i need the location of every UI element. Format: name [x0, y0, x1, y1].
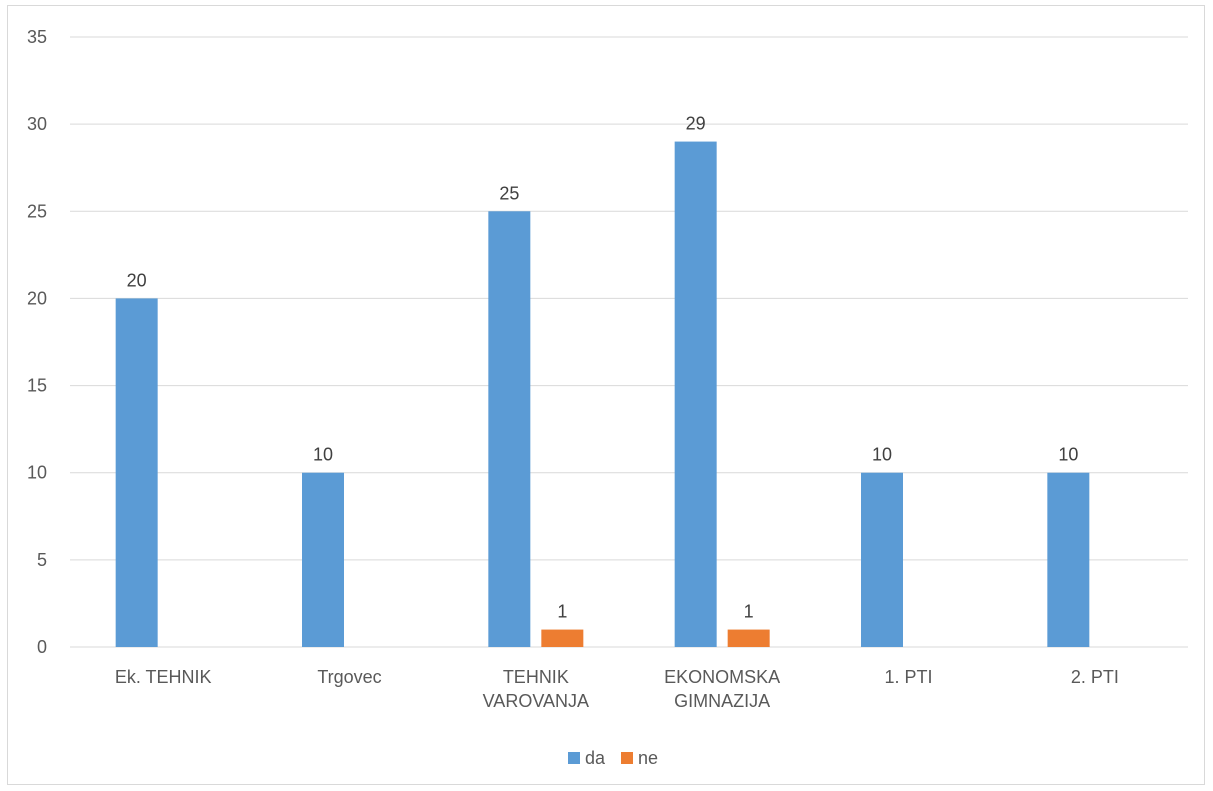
gridlines — [70, 36, 1188, 648]
data-label-ne: 1 — [744, 602, 754, 622]
data-label-da: 10 — [313, 445, 333, 465]
bar-da — [488, 211, 531, 648]
bar-da — [115, 298, 158, 647]
data-label-da: 29 — [686, 114, 706, 134]
bar-da — [674, 141, 717, 648]
bar-da — [861, 472, 903, 647]
bar-da — [1047, 472, 1090, 647]
bar-ne — [727, 629, 770, 647]
y-tick-label: 15 — [27, 376, 47, 396]
data-label-da: 10 — [872, 445, 892, 465]
y-tick-label: 5 — [37, 550, 47, 570]
legend-swatch-ne — [621, 752, 633, 764]
x-tick-label: Trgovec — [317, 667, 381, 687]
y-tick-label: 20 — [27, 288, 47, 308]
legend-label-da: da — [585, 748, 606, 768]
data-label-da: 10 — [1058, 445, 1078, 465]
data-label-ne: 1 — [557, 602, 567, 622]
y-tick-label: 25 — [27, 201, 47, 221]
x-tick-label: GIMNAZIJA — [674, 691, 770, 711]
x-tick-label: Ek. TEHNIK — [115, 667, 212, 687]
y-tick-label: 30 — [27, 114, 47, 134]
data-label-da: 25 — [499, 183, 519, 203]
x-tick-label: VAROVANJA — [483, 691, 589, 711]
x-tick-label: 2. PTI — [1071, 667, 1119, 687]
y-tick-label: 10 — [27, 463, 47, 483]
data-label-da: 20 — [127, 270, 147, 290]
bars — [115, 141, 1090, 648]
legend: da ne — [568, 748, 658, 768]
bar-da — [302, 472, 344, 647]
data-labels: 20 10 25 1 29 1 10 10 — [127, 114, 1079, 622]
chart-frame — [7, 5, 1205, 785]
bar-ne — [541, 629, 584, 647]
legend-label-ne: ne — [638, 748, 658, 768]
y-axis-ticks: 0 5 10 15 20 25 30 35 — [27, 27, 47, 657]
x-tick-label: EKONOMSKA — [664, 667, 780, 687]
x-axis-ticks: Ek. TEHNIK Trgovec TEHNIK VAROVANJA EKONOMSK… — [115, 667, 1119, 711]
legend-swatch-da — [568, 752, 580, 764]
x-tick-label: TEHNIK — [503, 667, 569, 687]
x-tick-label: 1. PTI — [884, 667, 932, 687]
y-tick-label: 0 — [37, 637, 47, 657]
y-tick-label: 35 — [27, 27, 47, 47]
